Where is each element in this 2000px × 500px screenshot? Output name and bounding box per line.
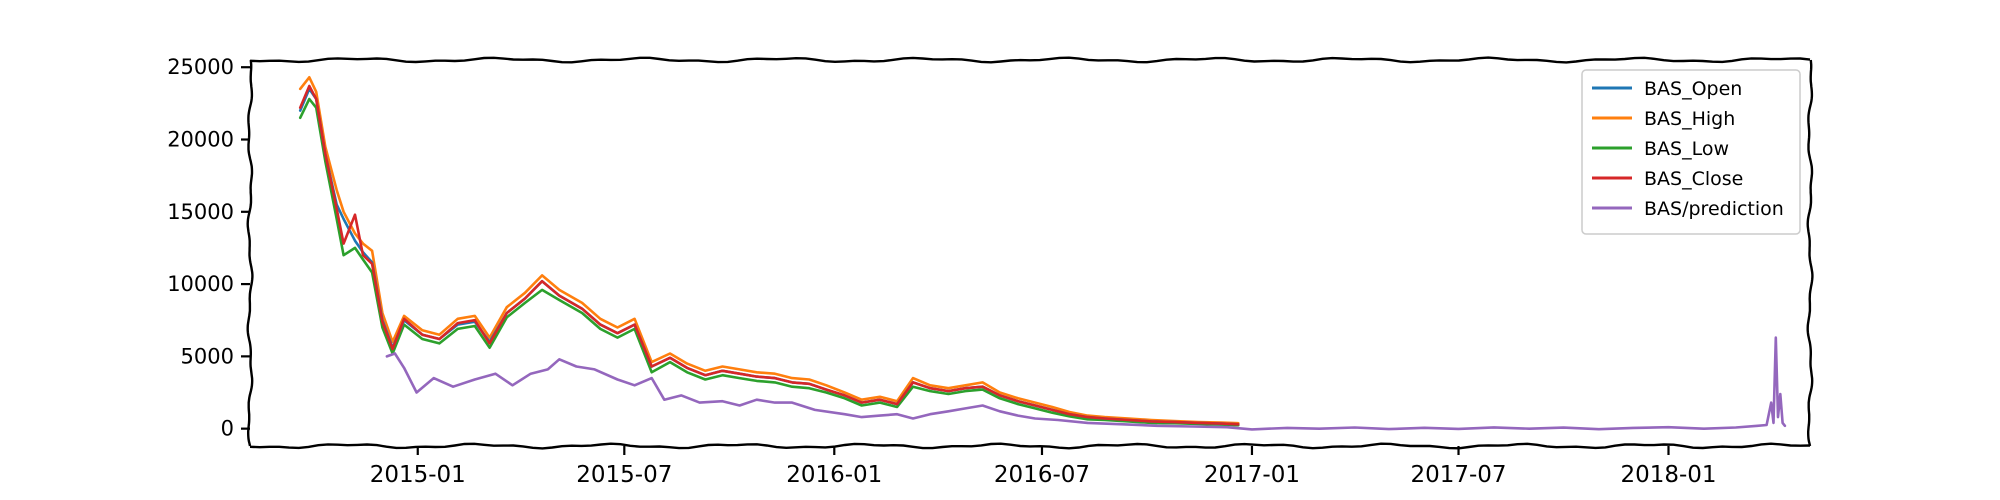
x-tick-label: 2016-07 <box>994 462 1090 488</box>
legend-box <box>1581 69 1801 235</box>
legend-label: BAS_High <box>1644 108 1735 130</box>
series-layer <box>298 76 1787 431</box>
plot-border-left <box>246 59 254 447</box>
series-line-bas-prediction <box>385 336 1787 431</box>
legend-label: BAS_Open <box>1644 78 1742 100</box>
plot-border-right <box>1806 59 1814 447</box>
y-tick-label: 0 <box>221 417 234 441</box>
series-line-bas-low <box>298 97 1240 427</box>
x-tick-label: 2017-01 <box>1204 462 1300 488</box>
y-tick-label: 5000 <box>181 344 234 368</box>
x-tick-label: 2015-07 <box>576 462 672 488</box>
y-tick-label: 10000 <box>167 272 234 296</box>
x-tick-label: 2018-01 <box>1620 462 1716 488</box>
legend-label: BAS/prediction <box>1644 198 1784 220</box>
x-axis: 2015-01 2015-07 2016-01 2016-07 2017-01 2017-… <box>370 446 1717 488</box>
series-line-bas-close <box>298 84 1240 426</box>
y-tick-label: 25000 <box>167 55 234 79</box>
legend: BAS_Open BAS_High BAS_Low BAS_Close BAS/pred… <box>1581 69 1801 235</box>
legend-label: BAS_Close <box>1644 168 1743 190</box>
x-tick-label: 2016-01 <box>786 462 882 488</box>
y-tick-label: 20000 <box>167 128 234 152</box>
y-tick-label: 15000 <box>167 200 234 224</box>
y-axis: 0 5000 10000 15000 20000 25000 <box>167 55 250 441</box>
plot-border-top <box>249 56 1811 64</box>
plot-frame <box>246 56 1814 450</box>
x-tick-label: 2015-01 <box>370 462 466 488</box>
x-tick-label: 2017-07 <box>1410 462 1506 488</box>
legend-label: BAS_Low <box>1644 138 1729 160</box>
series-line-bas-high <box>298 76 1240 425</box>
plot-border-bottom <box>249 442 1811 450</box>
